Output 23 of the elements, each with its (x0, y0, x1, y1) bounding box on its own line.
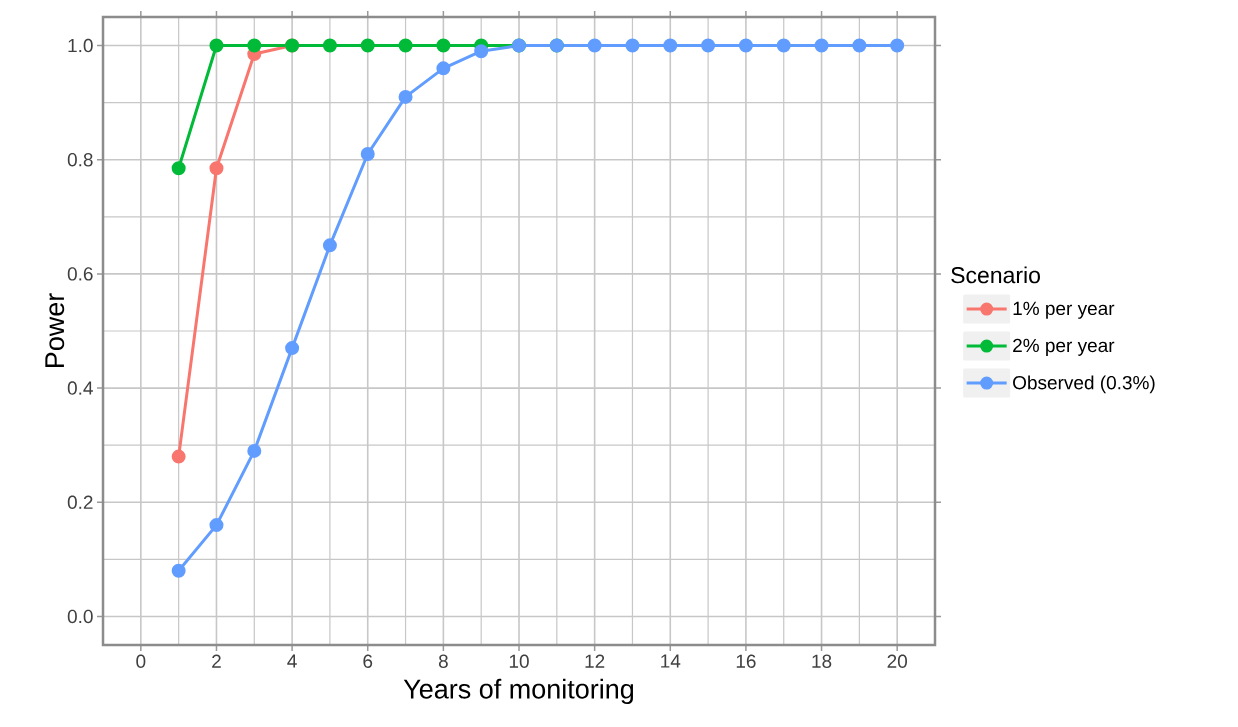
x-tick-label: 18 (812, 654, 832, 668)
x-tick-label: 6 (363, 654, 373, 668)
legend-title: Scenario (951, 266, 1040, 284)
x-tick-label: 10 (509, 654, 529, 668)
x-tick-label: 8 (438, 654, 448, 668)
x-tick-label: 16 (736, 654, 756, 668)
x-tick-label: 2 (212, 654, 221, 668)
y-tick-label: 0.8 (67, 152, 93, 167)
x-tick-label: 20 (887, 654, 908, 668)
y-tick-label: 1.0 (68, 38, 93, 53)
y-tick-label: 0.2 (67, 495, 93, 509)
legend-label: Observed (0.3%) (1013, 375, 1155, 394)
legend-label: 2% per year (1013, 338, 1115, 356)
x-axis-title: Years of monitoring (403, 678, 634, 704)
y-axis-title: Power (45, 293, 65, 368)
x-tick-label: 4 (287, 654, 297, 668)
x-tick-label: 12 (585, 654, 605, 668)
x-tick-label: 0 (136, 654, 146, 668)
legend-label: 1% per year (1013, 301, 1115, 319)
y-tick-label: 0.4 (67, 381, 93, 395)
x-tick-label: 14 (661, 654, 681, 668)
y-tick-label: 0.0 (67, 609, 93, 624)
y-tick-label: 0.6 (67, 267, 93, 281)
